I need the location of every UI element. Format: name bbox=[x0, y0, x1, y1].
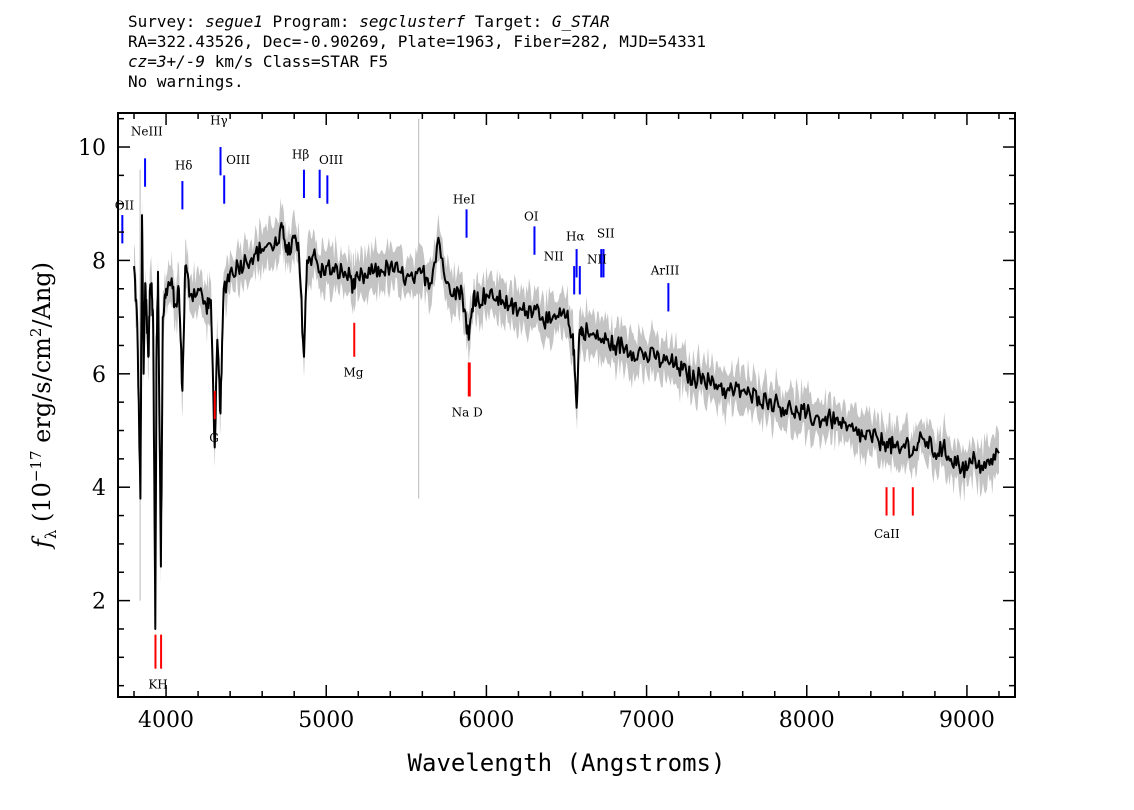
absorption-line-label: Na D bbox=[452, 405, 483, 419]
emission-line-label: HeI bbox=[453, 193, 476, 207]
x-tick-label: 5000 bbox=[298, 708, 354, 733]
absorption-line-label: KH bbox=[148, 677, 167, 691]
emission-line-label: SII bbox=[597, 227, 615, 241]
emission-line-label: Hα bbox=[566, 230, 585, 244]
y-axis-label-text: fλ (10−17 erg/s/cm2/Ang) bbox=[27, 262, 60, 550]
x-tick-label: 9000 bbox=[939, 708, 995, 733]
emission-line-label: NII bbox=[587, 252, 607, 266]
x-tick-label: 8000 bbox=[779, 708, 835, 733]
axis-ticks bbox=[118, 113, 1015, 697]
y-tick-label: 6 bbox=[92, 363, 106, 388]
absorption-line-label: G bbox=[209, 431, 219, 445]
absorption-line-label: Mg bbox=[343, 366, 363, 380]
emission-line-label: NeIII bbox=[131, 125, 163, 139]
y-tick-label: 10 bbox=[78, 136, 106, 161]
y-tick-label: 8 bbox=[92, 249, 106, 274]
y-tick-label: 2 bbox=[92, 590, 106, 615]
x-axis-label: Wavelength (Angstroms) bbox=[408, 749, 726, 777]
x-tick-label: 4000 bbox=[138, 708, 194, 733]
y-axis-label: fλ (10−17 erg/s/cm2/Ang) bbox=[27, 262, 60, 550]
emission-line-label: OI bbox=[524, 210, 539, 224]
emission-line-label: Hδ bbox=[175, 159, 193, 173]
error-band-area bbox=[134, 195, 999, 643]
emission-line-label: OIII bbox=[226, 153, 250, 167]
spectrum-chart: OIINeIIIHδHγOIII Hβ OIIIHeIOINIIHαNIISIIAr… bbox=[0, 0, 1134, 810]
x-tick-label: 6000 bbox=[458, 708, 514, 733]
y-tick-label: 4 bbox=[92, 476, 106, 501]
absorption-line-label: CaII bbox=[874, 527, 900, 541]
emission-line-label: ArIII bbox=[650, 264, 680, 278]
emission-line-label: Hβ bbox=[292, 147, 309, 161]
x-tick-label: 7000 bbox=[619, 708, 675, 733]
plot-frame bbox=[118, 113, 1015, 697]
emission-line-label: Hγ bbox=[210, 113, 228, 127]
emission-line-label: OIII bbox=[319, 153, 343, 167]
emission-line-label: NII bbox=[544, 249, 564, 263]
error-band bbox=[134, 195, 999, 643]
